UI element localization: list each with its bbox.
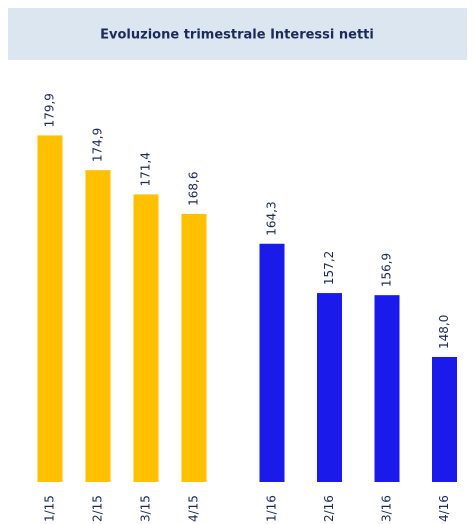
bar [317, 293, 342, 482]
value-label: 156,9 [380, 253, 394, 287]
bar [85, 170, 111, 482]
value-label: 171,4 [139, 152, 153, 186]
x-tick-label: 4/16 [437, 495, 451, 522]
value-label: 164,3 [265, 201, 279, 235]
x-tick-label: 3/16 [380, 495, 394, 522]
value-label: 179,9 [43, 93, 57, 127]
bar [259, 243, 285, 482]
x-tick-label: 1/15 [43, 495, 57, 522]
bar [374, 295, 400, 482]
value-label: 174,9 [91, 128, 105, 162]
value-label: 168,6 [187, 172, 201, 206]
value-label: 148,0 [437, 315, 451, 349]
x-tick-label: 2/15 [91, 495, 105, 522]
x-tick-label: 3/15 [139, 495, 153, 522]
title-box [8, 8, 467, 60]
chart-title: Evoluzione trimestrale Interessi netti [100, 28, 374, 43]
x-tick-label: 4/15 [187, 495, 201, 522]
bar [37, 135, 63, 482]
value-label: 157,2 [322, 251, 336, 285]
x-tick-label: 2/16 [322, 495, 336, 522]
bar [133, 194, 159, 482]
x-tick-label: 1/16 [265, 495, 279, 522]
bar [432, 356, 457, 482]
bar [181, 213, 207, 482]
